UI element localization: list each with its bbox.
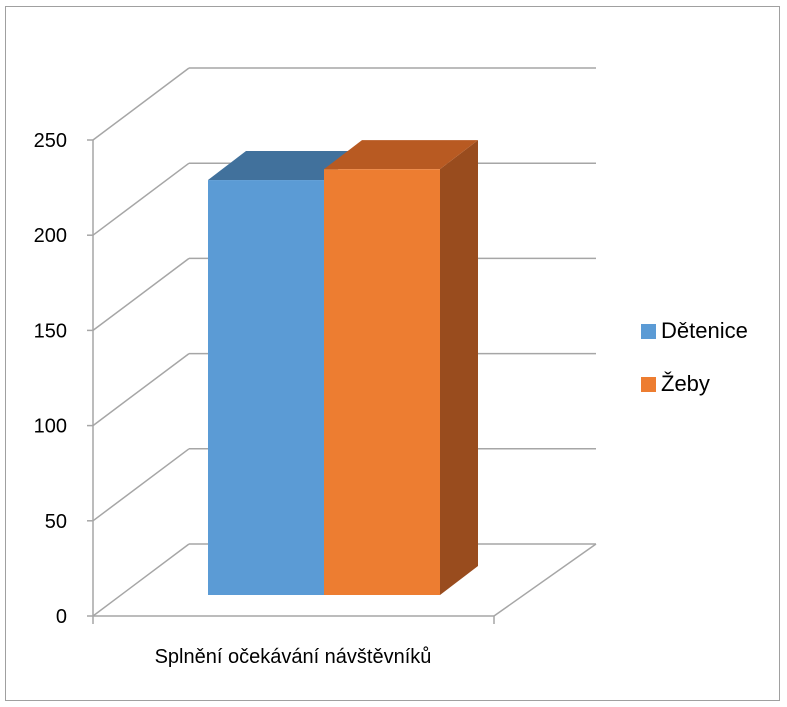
y-tick-label: 0	[56, 606, 67, 628]
y-axis-ticks: 0 50 100 150 200 250	[34, 130, 93, 628]
gridline-diagonal	[92, 67, 190, 141]
y-tick-label: 250	[34, 130, 67, 152]
legend-label-zeby: Žeby	[661, 371, 710, 396]
chart-bars	[208, 140, 478, 595]
bar-detenice-top	[208, 151, 362, 181]
legend-swatch-zeby	[641, 376, 656, 392]
legend-item-zeby: Žeby	[641, 369, 748, 399]
legend-swatch-detenice	[641, 323, 656, 339]
gridline-diagonal	[92, 353, 190, 427]
legend: Dětenice Žeby	[641, 316, 748, 422]
bar-detenice	[208, 180, 324, 595]
floor-right-edge	[493, 543, 597, 617]
y-tick-label: 150	[34, 320, 67, 342]
legend-item-detenice: Dětenice	[641, 316, 748, 346]
gridline-diagonal	[92, 162, 190, 236]
bar-zeby	[324, 169, 440, 595]
y-tick-label: 50	[45, 511, 67, 533]
gridline-diagonal	[92, 543, 190, 617]
legend-label-detenice: Dětenice	[661, 318, 748, 343]
y-tick-label: 200	[34, 225, 67, 247]
bar-zeby-top	[324, 140, 478, 170]
gridline-diagonal	[92, 257, 190, 331]
gridline-diagonal	[92, 448, 190, 522]
y-tick-label: 100	[34, 416, 67, 438]
x-category-label: Splnění očekávání návštěvníků	[155, 646, 432, 668]
bar-zeby-side	[440, 140, 478, 595]
